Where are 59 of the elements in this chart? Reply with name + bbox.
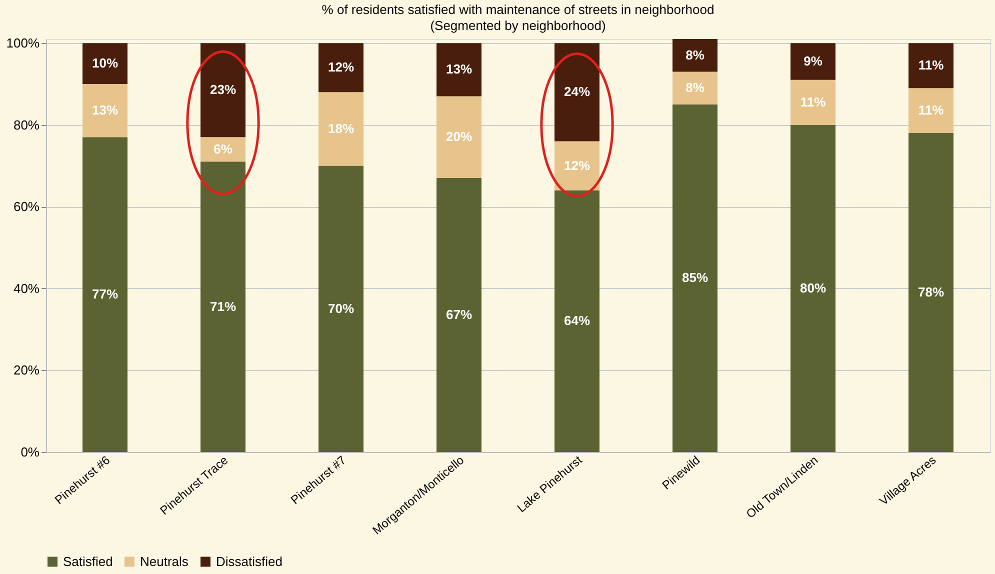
bar — [200, 43, 246, 138]
data-label: 23% — [210, 82, 236, 98]
bar — [200, 162, 246, 452]
data-label: 11% — [800, 94, 826, 110]
data-label: 8% — [686, 80, 705, 96]
data-label: 13% — [92, 102, 118, 118]
data-label: 71% — [210, 298, 236, 314]
bar — [790, 43, 836, 80]
data-label: 64% — [564, 313, 590, 328]
chart-subtitle: (Segmented by neighborhood) — [430, 18, 606, 34]
data-label: 6% — [214, 141, 233, 156]
bar — [436, 96, 482, 178]
bar — [318, 166, 364, 452]
data-label: 77% — [92, 286, 118, 302]
bar — [554, 190, 600, 452]
y-tick-label: 20% — [13, 362, 40, 378]
bar — [672, 104, 718, 452]
data-label: 80% — [800, 280, 826, 296]
legend-label: Satisfied — [63, 554, 113, 569]
bar — [436, 178, 482, 452]
data-label: 13% — [446, 62, 472, 77]
data-label: 70% — [328, 300, 354, 316]
legend-label: Dissatisfied — [216, 554, 282, 569]
bar — [318, 43, 364, 92]
data-label: 67% — [446, 307, 472, 322]
data-label: 78% — [918, 284, 944, 300]
bar — [554, 43, 600, 142]
y-tick-label: 60% — [13, 199, 40, 214]
data-label: 12% — [328, 60, 354, 75]
data-label: 18% — [328, 120, 354, 136]
bar — [672, 72, 718, 104]
bar — [200, 137, 246, 162]
data-label: 10% — [92, 56, 118, 71]
data-label: 9% — [804, 53, 823, 68]
bar — [82, 137, 128, 452]
y-tick-label: 100% — [6, 36, 40, 51]
bar — [672, 39, 718, 72]
chart-title: % of residents satisfied with maintenance of streets in neighborhood — [322, 2, 714, 18]
bar — [908, 88, 954, 134]
bar — [436, 43, 482, 96]
y-tick-label: 0% — [20, 444, 40, 460]
bar — [318, 92, 364, 166]
bar — [554, 141, 600, 190]
data-label: 20% — [446, 129, 472, 144]
data-label: 24% — [564, 84, 590, 100]
y-tick-label: 40% — [13, 280, 40, 296]
data-label: 8% — [686, 47, 705, 62]
data-label: 85% — [682, 270, 708, 286]
y-tick-label: 80% — [13, 117, 40, 132]
bar — [82, 43, 128, 84]
bar — [790, 80, 836, 125]
data-label: 11% — [918, 102, 944, 118]
data-label: 12% — [564, 158, 590, 173]
data-label: 11% — [918, 58, 944, 73]
bar — [908, 43, 954, 88]
bar — [908, 133, 954, 452]
bar — [790, 124, 836, 452]
bar — [82, 84, 128, 138]
legend-label: Neutrals — [140, 554, 189, 569]
